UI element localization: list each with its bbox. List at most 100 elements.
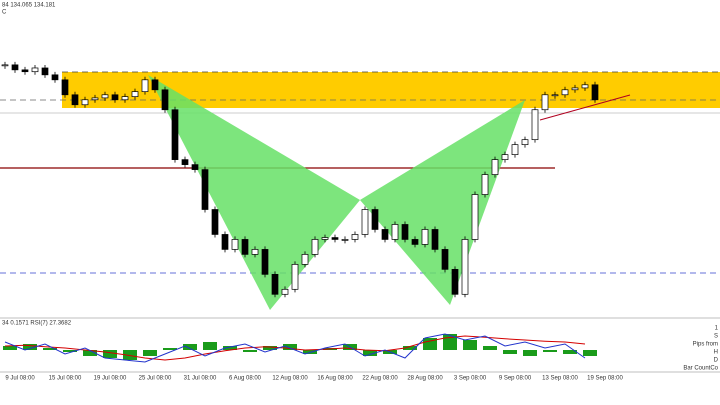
candle (521, 139, 529, 146)
candle (371, 209, 379, 230)
candle (81, 99, 89, 106)
histogram-bar (403, 346, 417, 350)
candle (41, 67, 49, 76)
histogram-bar (143, 350, 157, 356)
histogram-bar (583, 350, 597, 356)
histogram-bar (263, 346, 277, 350)
candle (181, 159, 189, 165)
x-tick-label: 19 Jul 08:00 (94, 376, 127, 382)
candle (431, 229, 439, 250)
candle (101, 94, 109, 99)
histogram-bar (243, 350, 257, 352)
candle (581, 84, 589, 89)
histogram-bar (163, 348, 177, 350)
candle (481, 174, 489, 195)
side-label: Pips from (693, 342, 718, 348)
candle (231, 239, 239, 250)
candle (131, 91, 139, 97)
histogram-bar (3, 346, 17, 350)
harmonic-leg (360, 100, 525, 305)
candle (51, 74, 59, 81)
candle (551, 94, 559, 97)
candle (91, 97, 99, 101)
candle (1, 64, 9, 67)
candle (411, 239, 419, 245)
candle (241, 239, 249, 255)
x-tick-label: 12 Aug 08:00 (272, 376, 308, 382)
candle (381, 229, 389, 240)
candle (491, 159, 499, 175)
candle (361, 209, 369, 235)
trend-line (539, 94, 631, 121)
candle (121, 96, 129, 101)
candle (151, 79, 159, 91)
candle (401, 224, 409, 240)
histogram-bar (103, 350, 117, 358)
x-tick-label: 25 Jul 08:00 (139, 376, 172, 382)
side-label: H (714, 350, 718, 356)
candle (421, 229, 429, 245)
histogram-bar (83, 350, 97, 356)
x-tick-label: 31 Jul 08:00 (184, 376, 217, 382)
histogram-bar (543, 350, 557, 352)
histogram-bar (503, 350, 517, 354)
candle (11, 64, 19, 71)
candle (501, 154, 509, 160)
candle (341, 239, 349, 241)
candle (351, 234, 359, 240)
candle (541, 94, 549, 111)
histogram-bar (203, 342, 217, 350)
histogram-bar (183, 344, 197, 350)
candle (451, 269, 459, 295)
histogram-bar (443, 334, 457, 350)
histogram-bar (223, 346, 237, 350)
candle (201, 169, 209, 210)
candle (301, 254, 309, 265)
candle (461, 239, 469, 295)
candle (211, 209, 219, 235)
candle (531, 109, 539, 141)
candle (261, 249, 269, 275)
x-tick-label: 13 Sep 08:00 (542, 376, 578, 382)
side-label: 1 (715, 326, 719, 332)
candle (31, 67, 39, 73)
candle (281, 288, 289, 295)
candle (271, 274, 279, 295)
candle (471, 194, 479, 240)
candle (191, 164, 199, 170)
candle (71, 94, 79, 106)
x-tick-label: 15 Jul 08:00 (49, 376, 82, 382)
candle (321, 237, 329, 240)
x-tick-label: 22 Aug 08:00 (362, 376, 398, 382)
histogram-bar (463, 340, 477, 350)
candle (571, 87, 579, 91)
x-tick-label: 9 Sep 08:00 (499, 376, 532, 382)
histogram-bar (423, 338, 437, 350)
x-tick-label: 3 Sep 08:00 (454, 376, 487, 382)
candle (21, 69, 29, 73)
histogram-bar (523, 350, 537, 356)
histogram-bar (63, 350, 77, 352)
histogram-bar (123, 350, 137, 360)
candle (111, 94, 119, 101)
x-tick-label: 16 Aug 08:00 (317, 376, 353, 382)
candle (171, 109, 179, 160)
x-tick-label: 19 Sep 08:00 (587, 376, 623, 382)
candle (251, 249, 259, 255)
candle (311, 239, 319, 255)
histogram-bar (563, 350, 577, 354)
candle (221, 234, 229, 250)
histogram-bar (363, 350, 377, 356)
candle (141, 79, 149, 93)
histogram-bar (23, 344, 37, 350)
x-tick-label: 9 Jul 08:00 (5, 376, 35, 382)
candle (511, 144, 519, 155)
histogram-bar (483, 346, 497, 350)
candle (441, 249, 449, 270)
indicator-label: 34 0.1571 RSI(7) 27.3682 (2, 321, 72, 327)
side-label: D (714, 358, 719, 364)
harmonic-leg (148, 75, 360, 310)
side-label: Bar CountCo (683, 366, 718, 372)
